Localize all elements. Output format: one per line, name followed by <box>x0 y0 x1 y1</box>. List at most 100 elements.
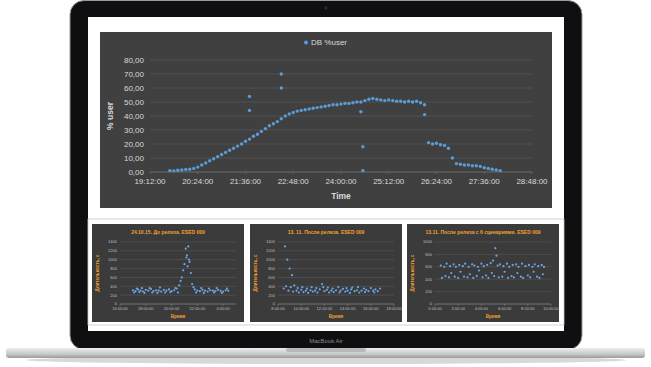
x-tick-label: 22:00:00 <box>190 306 206 311</box>
data-point <box>192 167 195 170</box>
chart: 020040060080010001200140016:00:0018:00:0… <box>92 224 244 322</box>
data-point <box>163 289 165 291</box>
x-tick-label: 12:00:00 <box>317 306 333 311</box>
data-point <box>189 261 191 263</box>
data-point <box>315 287 317 289</box>
x-axis-line <box>278 304 394 305</box>
y-tick-label: 200 <box>110 293 117 298</box>
x-tick-label: 24:00:00 <box>325 177 357 186</box>
data-point <box>479 165 482 168</box>
data-point <box>132 289 134 291</box>
grid-line <box>278 250 394 251</box>
y-tick-label: 600 <box>425 264 432 269</box>
data-point <box>312 291 314 293</box>
data-point <box>226 287 228 289</box>
data-point <box>155 289 157 291</box>
grid-line <box>120 295 236 296</box>
data-point <box>542 273 544 275</box>
chart-area <box>250 224 402 322</box>
x-tick-label: 28:48:00 <box>516 177 548 186</box>
data-point <box>370 287 372 289</box>
data-point <box>200 163 203 166</box>
data-point <box>340 290 342 292</box>
data-point <box>315 106 318 109</box>
data-point <box>359 110 362 113</box>
data-point <box>524 265 526 267</box>
grid-line <box>120 277 236 278</box>
grid-line <box>435 279 551 280</box>
data-point <box>458 264 460 266</box>
data-point <box>423 103 426 106</box>
data-point <box>469 273 471 275</box>
data-point <box>212 157 215 160</box>
y-tick-label: 800 <box>425 252 432 257</box>
data-point <box>182 269 184 271</box>
x-tick-label: 25:12:00 <box>373 177 405 186</box>
data-point <box>328 291 330 293</box>
y-tick-label: 600 <box>268 275 275 280</box>
data-point <box>439 143 442 146</box>
data-point <box>356 289 358 291</box>
data-point <box>156 292 158 294</box>
grid-line <box>150 60 532 61</box>
grid-line <box>150 88 532 89</box>
data-point <box>498 169 501 172</box>
data-point <box>224 151 227 154</box>
laptop-bezel <box>70 1 582 350</box>
data-point <box>477 266 479 268</box>
x-tick-label: 6:00:00 <box>498 306 512 311</box>
data-point <box>314 290 316 292</box>
data-point <box>147 290 149 292</box>
data-point <box>363 99 366 102</box>
data-point <box>290 286 292 288</box>
data-point <box>467 163 470 166</box>
data-point <box>228 149 231 152</box>
data-point <box>134 290 136 292</box>
x-tick <box>532 172 533 174</box>
data-point <box>502 265 504 267</box>
data-point <box>307 292 309 294</box>
data-point <box>248 109 251 112</box>
data-point <box>184 168 187 171</box>
y-tick-label: 1400 <box>108 239 118 244</box>
data-point <box>517 266 519 268</box>
data-point <box>187 245 189 247</box>
data-point <box>499 263 501 265</box>
x-tick-label: 10:00:00 <box>293 306 309 311</box>
data-point <box>173 289 175 291</box>
data-point <box>375 98 378 101</box>
data-point <box>217 289 219 291</box>
data-point <box>316 291 318 293</box>
x-tick <box>484 172 485 174</box>
grid-line <box>120 259 236 260</box>
data-point <box>305 290 307 292</box>
data-point <box>214 290 216 292</box>
data-point <box>150 288 152 290</box>
data-point <box>515 263 517 265</box>
data-point <box>287 290 289 292</box>
data-point <box>358 291 360 293</box>
data-point <box>487 167 490 170</box>
data-point <box>192 286 194 288</box>
data-point <box>446 263 448 265</box>
x-tick-label: 4:00:00 <box>475 306 489 311</box>
data-point <box>323 105 326 108</box>
data-point <box>351 287 353 289</box>
data-point <box>188 259 190 261</box>
data-point <box>145 289 147 291</box>
x-tick-label: 0:00:00 <box>216 306 230 311</box>
chart-title: 13.11. После релиза с 6 сценариями. ESED… <box>425 229 540 235</box>
data-point <box>311 107 314 110</box>
data-point <box>444 275 446 277</box>
y-tick-label: 400 <box>425 277 432 282</box>
data-point <box>363 287 365 289</box>
data-point <box>379 98 382 101</box>
data-point <box>443 144 446 147</box>
data-point <box>531 266 533 268</box>
data-point <box>427 141 430 144</box>
data-point <box>462 265 464 267</box>
data-point <box>208 159 211 162</box>
data-point <box>423 113 426 116</box>
grid-line <box>435 254 551 255</box>
x-tick <box>341 172 342 174</box>
